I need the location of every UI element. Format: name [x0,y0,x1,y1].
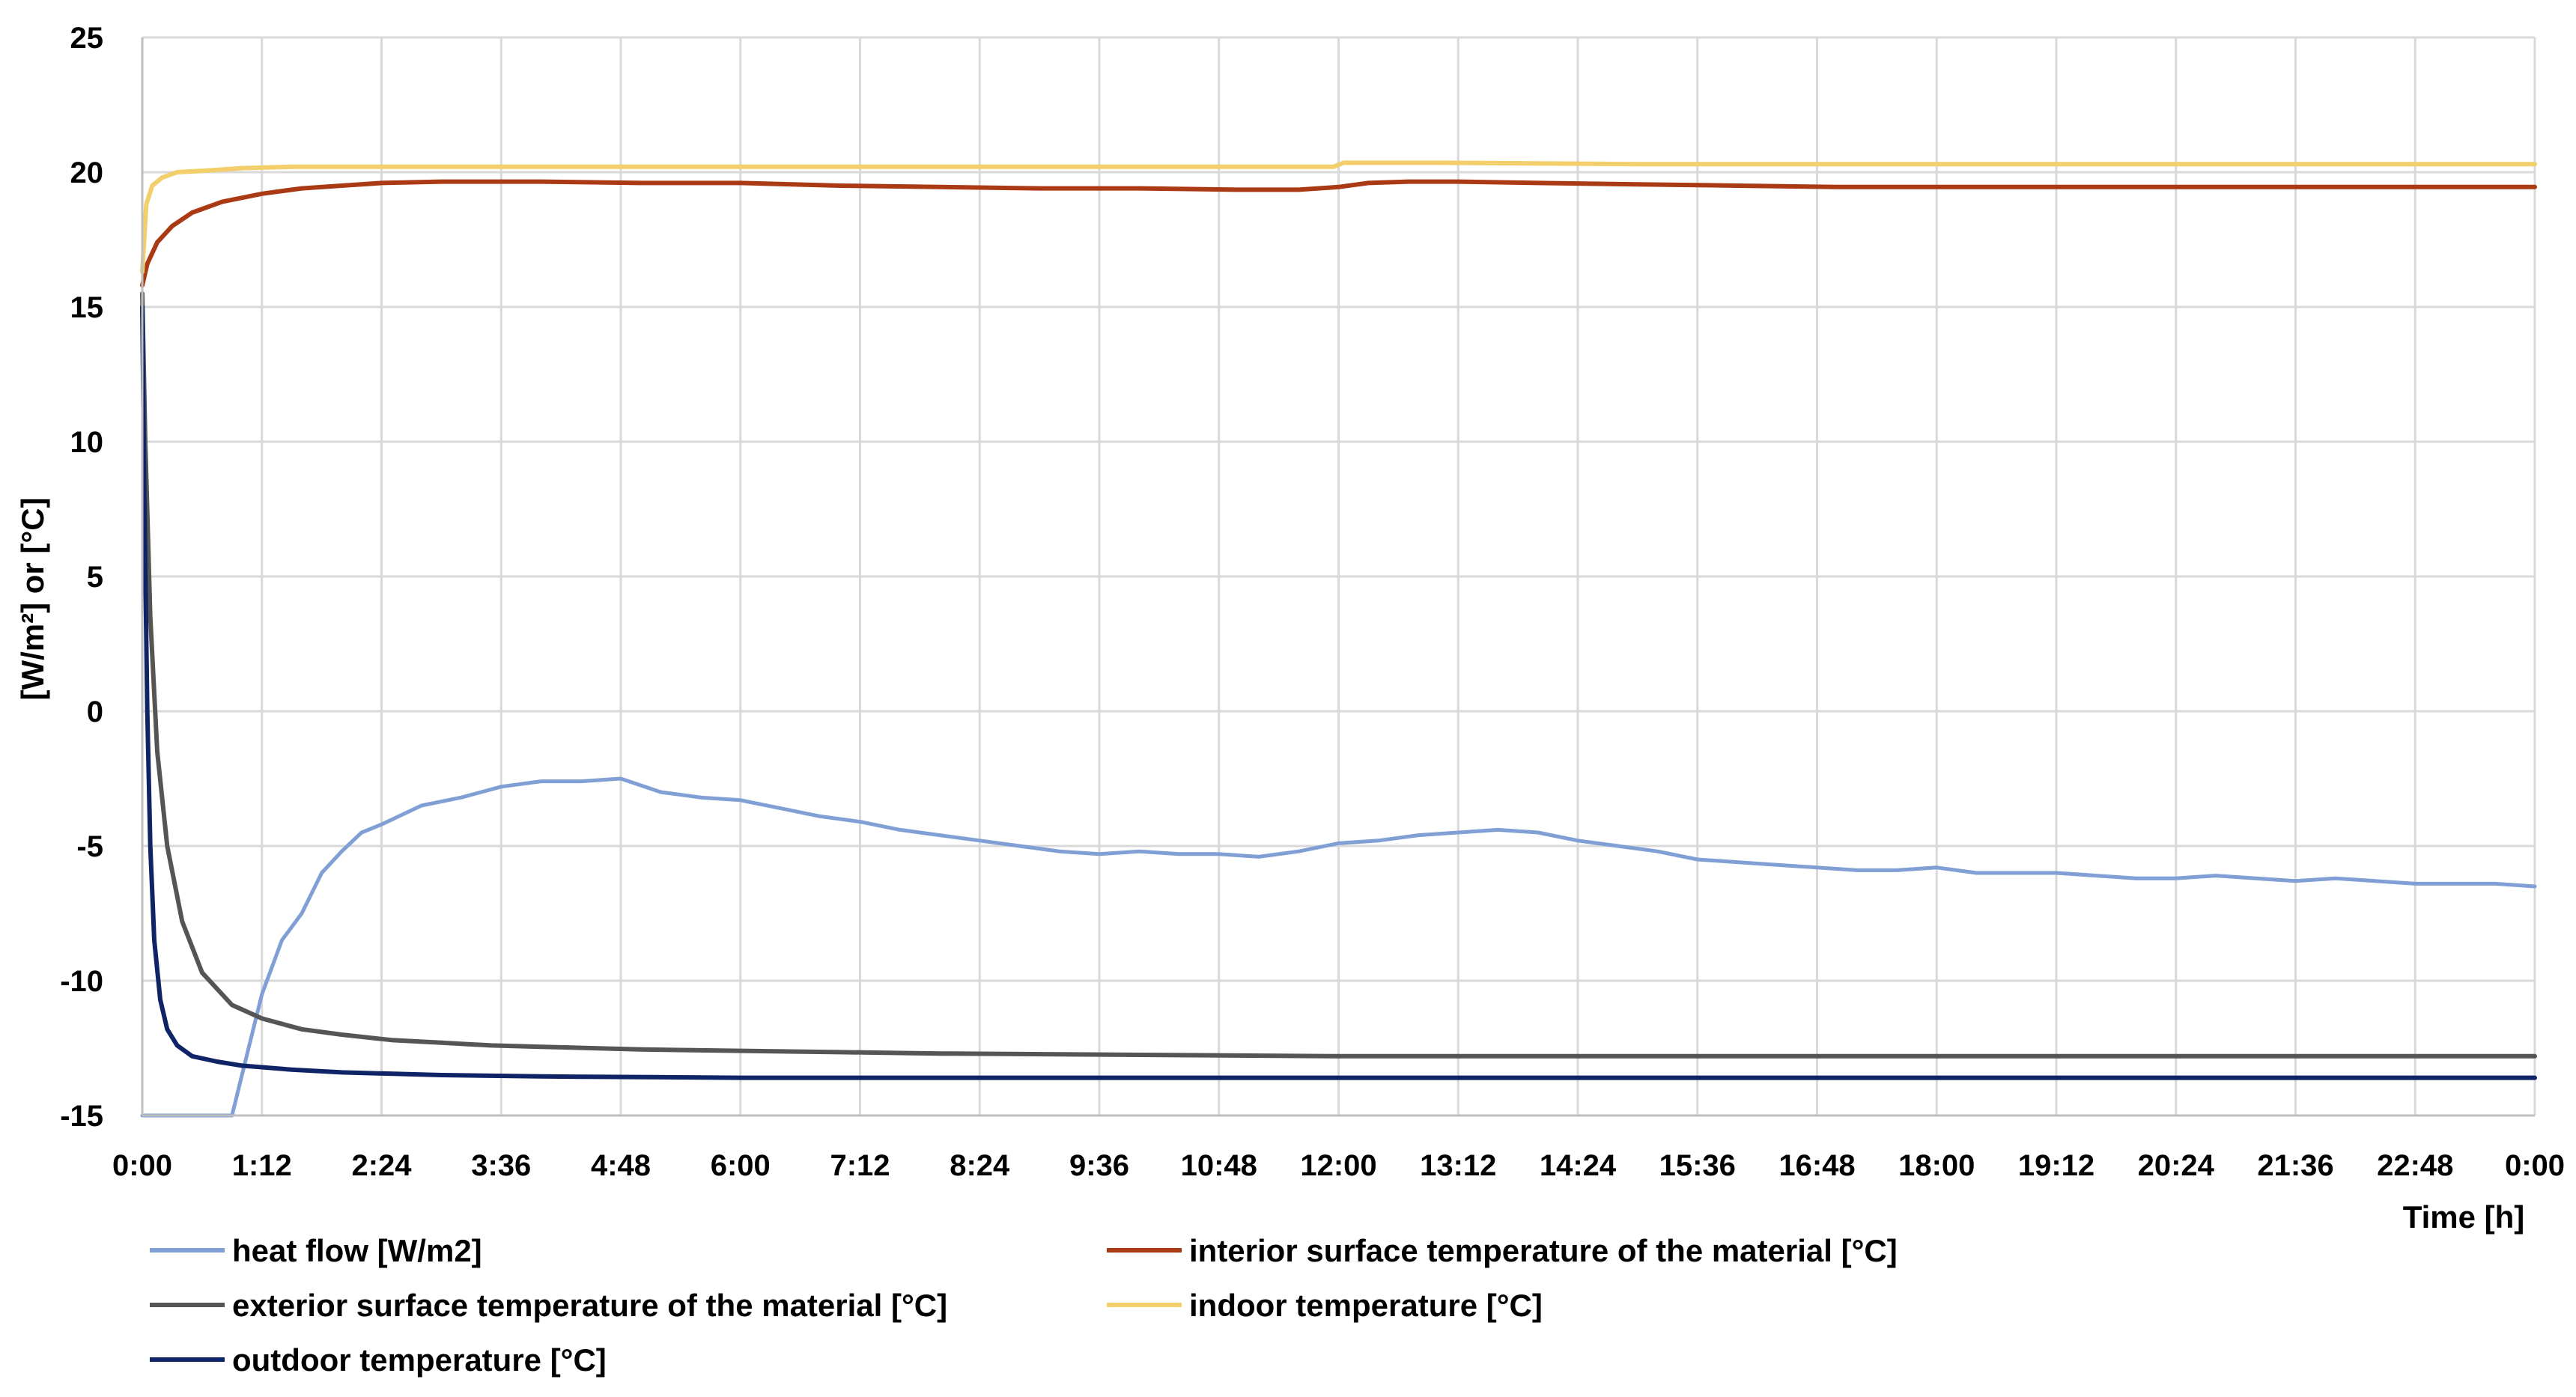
legend-label: interior surface temperature of the mate… [1189,1233,1898,1268]
x-tick-label: 9:36 [1069,1149,1129,1182]
y-tick-label: -10 [60,965,103,998]
x-tick-label: 7:12 [830,1149,890,1182]
tick-labels: 25 20 15 10 5 0 -5 -10 -15 0:00 1:12 2:24 3:36 4:48 6:… [60,22,2565,1182]
y-tick-label: 20 [70,156,104,189]
series-line-4 [140,160,2537,275]
x-tick-label: 10:48 [1181,1149,1257,1182]
x-tick-label: 0:00 [112,1149,172,1182]
y-tick-label: -15 [60,1100,103,1133]
axes [141,37,2535,1117]
x-tick-label: 16:48 [1778,1149,1855,1182]
x-tick-label: 3:36 [471,1149,531,1182]
x-tick-label: 22:48 [2377,1149,2453,1182]
x-tick-label: 6:00 [711,1149,771,1182]
y-tick-label: -5 [76,830,103,863]
x-tick-label: 1:12 [232,1149,292,1182]
x-tick-label: 4:48 [591,1149,651,1182]
series-layer [140,160,2537,1118]
legend: heat flow [W/m2] interior surface tempera… [150,1233,1898,1378]
legend-label: indoor temperature [°C] [1189,1288,1543,1323]
y-axis-title: [W/m²] or [°C] [15,497,50,700]
x-axis-title: Time [h] [2403,1199,2525,1235]
y-tick-label: 0 [87,696,103,728]
y-tick-label: 15 [70,291,104,324]
x-tick-label: 0:00 [2505,1149,2565,1182]
x-tick-label: 18:00 [1898,1149,1975,1182]
series-line-1 [140,776,2537,1118]
series-line-2 [140,179,2537,288]
grid [141,36,2536,1117]
x-tick-label: 13:12 [1420,1149,1496,1182]
legend-label: heat flow [W/m2] [232,1233,482,1268]
y-tick-label: 25 [70,22,104,55]
x-tick-label: 14:24 [1540,1149,1617,1182]
x-tick-label: 20:24 [2138,1149,2215,1182]
legend-label: outdoor temperature [°C] [232,1342,607,1378]
x-tick-label: 2:24 [351,1149,412,1182]
legend-label: exterior surface temperature of the mate… [232,1288,947,1323]
x-tick-label: 8:24 [950,1149,1010,1182]
x-tick-label: 19:12 [2018,1149,2094,1182]
y-tick-label: 10 [70,426,104,459]
x-tick-label: 21:36 [2257,1149,2333,1182]
y-tick-label: 5 [87,561,103,594]
x-tick-label: 12:00 [1300,1149,1376,1182]
series-line-5 [140,305,2537,1080]
x-tick-label: 15:36 [1659,1149,1736,1182]
series-line-3 [140,291,2537,1059]
